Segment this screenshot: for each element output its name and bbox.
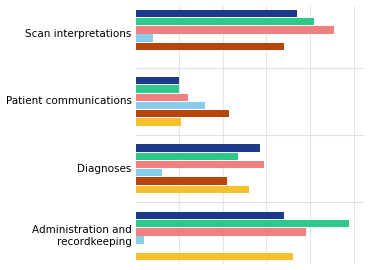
- Bar: [136, 212, 284, 219]
- Bar: [136, 110, 229, 117]
- Bar: [136, 118, 181, 126]
- Bar: [136, 77, 179, 85]
- Bar: [136, 26, 334, 33]
- Bar: [136, 34, 153, 42]
- Bar: [136, 85, 179, 93]
- Bar: [136, 43, 284, 50]
- Bar: [136, 18, 314, 25]
- Bar: [136, 102, 205, 109]
- Bar: [136, 144, 260, 152]
- Bar: [136, 237, 144, 244]
- Bar: [136, 161, 264, 168]
- Bar: [136, 153, 238, 160]
- Bar: [136, 185, 249, 193]
- Bar: [136, 228, 306, 236]
- Bar: [136, 169, 162, 177]
- Bar: [136, 93, 188, 101]
- Bar: [136, 10, 297, 17]
- Bar: [136, 220, 349, 227]
- Bar: [136, 253, 293, 260]
- Bar: [136, 177, 227, 185]
